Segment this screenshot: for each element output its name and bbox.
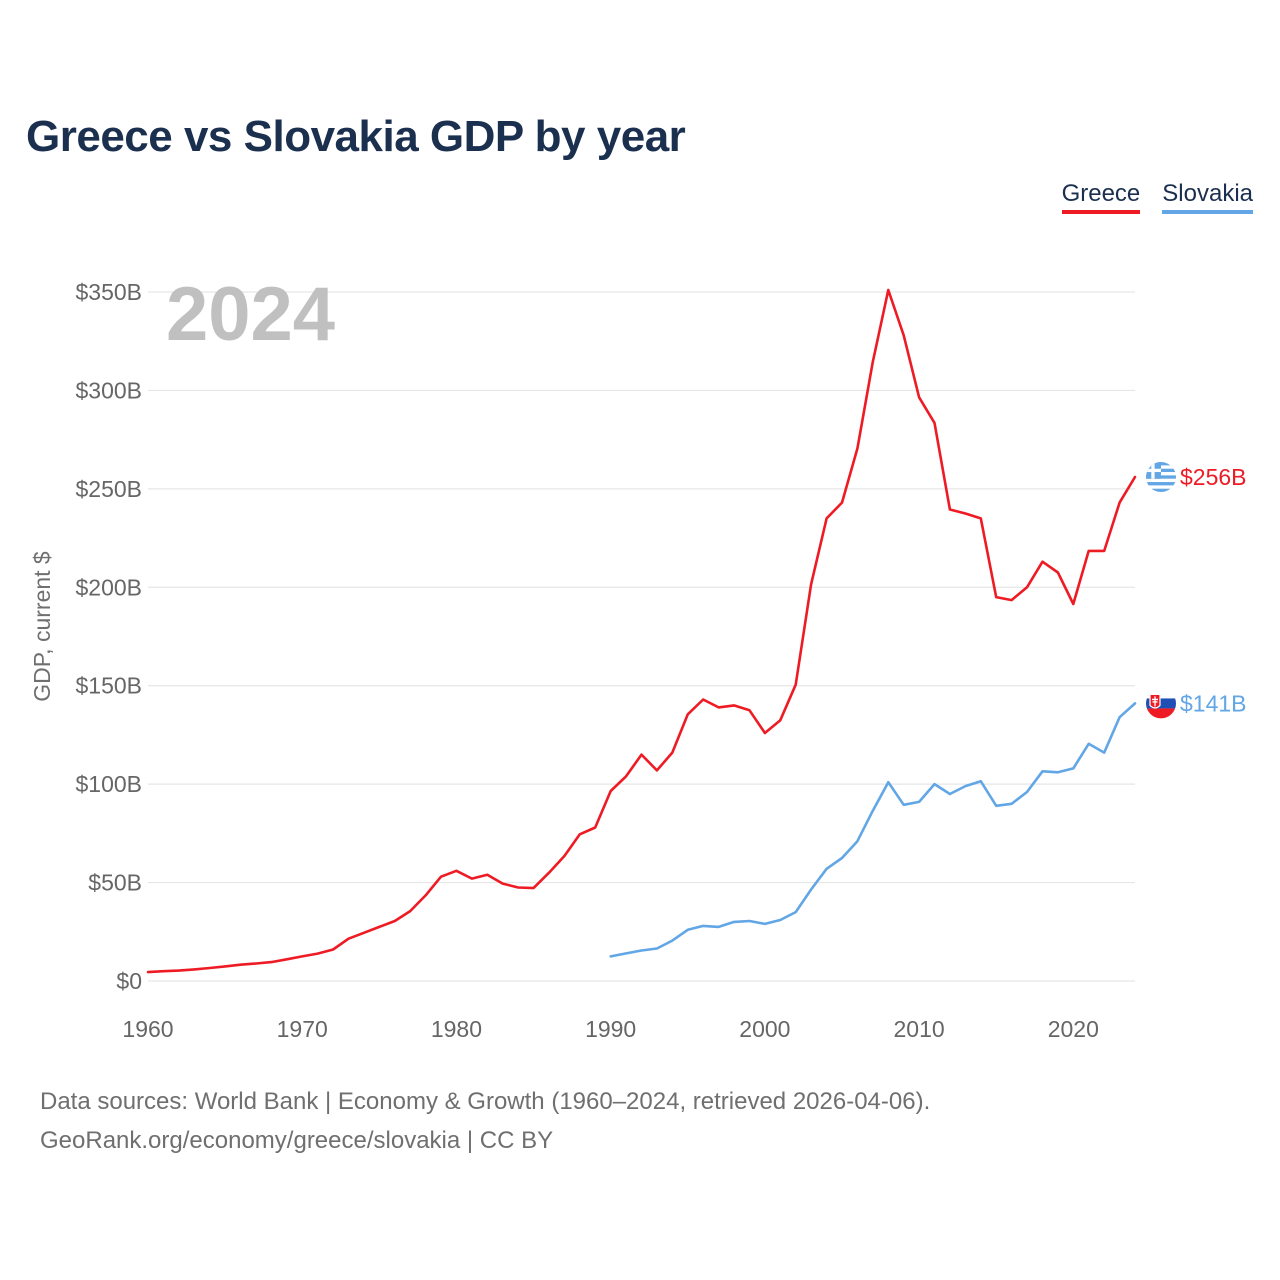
y-tick-label: $100B <box>75 771 142 797</box>
year-label: 2024 <box>166 272 335 357</box>
x-tick-label: 2000 <box>739 1016 790 1042</box>
end-label-greece: $256B <box>1180 464 1247 490</box>
footer: Data sources: World Bank | Economy & Gro… <box>40 1082 930 1160</box>
series-line-greece[interactable] <box>146 288 1137 974</box>
footer-sources: Data sources: World Bank | Economy & Gro… <box>40 1088 931 1115</box>
y-axis-ticks: $0 $50B $100B $150B $200B $250B $300B $350B <box>75 279 142 994</box>
series-end-labels: $256B $141B <box>1146 462 1247 719</box>
series-line-slovakia[interactable] <box>609 702 1137 958</box>
y-tick-label: $0 <box>116 968 142 994</box>
x-tick-label: 1980 <box>431 1016 482 1042</box>
x-tick-label: 2020 <box>1048 1016 1099 1042</box>
slovakia-flag-icon <box>1146 688 1176 719</box>
y-tick-label: $150B <box>75 673 142 699</box>
footer-credit[interactable]: GeoRank.org/economy/greece/slovakia | CC… <box>40 1127 554 1154</box>
y-tick-label: $50B <box>88 870 142 896</box>
greece-flag-icon <box>1146 462 1176 493</box>
legend: Greece Slovakia <box>1061 180 1253 214</box>
y-tick-label: $250B <box>75 476 142 502</box>
y-axis-label: GDP, current $ <box>29 551 55 702</box>
grid-lines <box>148 291 1135 982</box>
series-lines <box>146 288 1137 974</box>
x-tick-label: 1970 <box>277 1016 328 1042</box>
chart-title: Greece vs Slovakia GDP by year <box>26 112 686 161</box>
gdp-line-chart: $0 $50B $100B $150B $200B $250B $300B $350B 196… <box>29 272 1247 1042</box>
y-tick-label: $200B <box>75 574 142 600</box>
y-tick-label: $300B <box>75 377 142 403</box>
x-axis-ticks: 1960 1970 1980 1990 2000 2010 2020 <box>122 1016 1098 1042</box>
x-tick-label: 1960 <box>122 1016 173 1042</box>
y-tick-label: $350B <box>75 279 142 305</box>
legend-slovakia[interactable]: Slovakia <box>1162 180 1253 214</box>
x-tick-label: 1990 <box>585 1016 636 1042</box>
x-tick-label: 2010 <box>894 1016 945 1042</box>
end-label-slovakia: $141B <box>1180 690 1247 716</box>
legend-greece[interactable]: Greece <box>1061 180 1141 214</box>
